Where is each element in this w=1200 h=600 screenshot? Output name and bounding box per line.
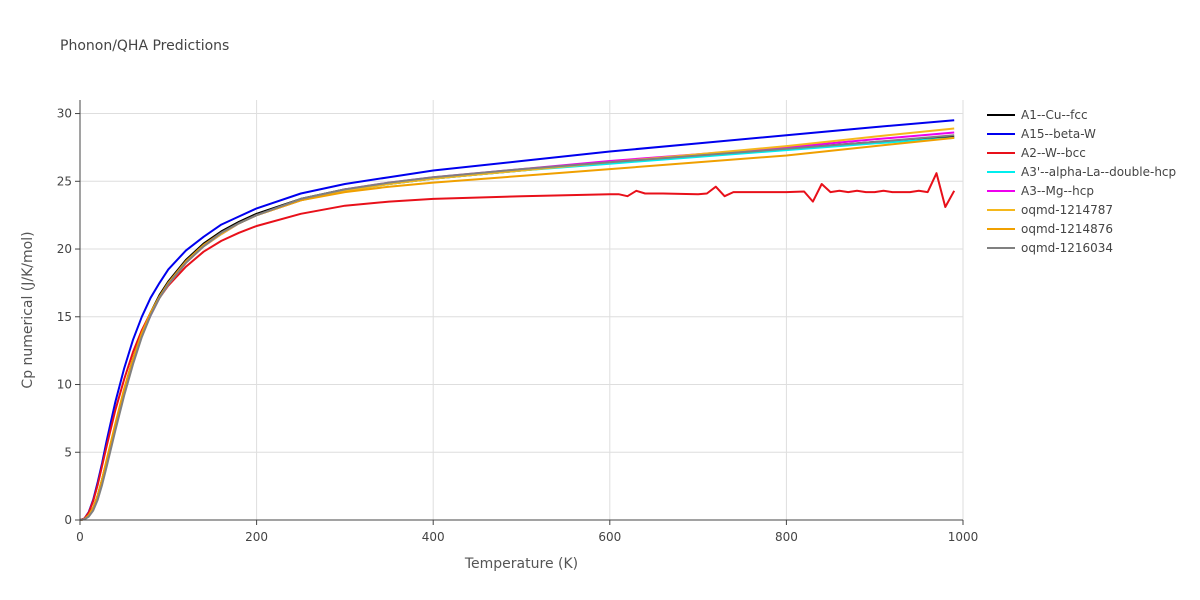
x-tick-label: 400 [422, 530, 445, 544]
legend-item[interactable]: A3--Mg--hcp [987, 184, 1094, 198]
legend-item[interactable]: A2--W--bcc [987, 146, 1086, 160]
legend-label: oqmd-1216034 [1021, 241, 1113, 255]
series-line[interactable] [79, 119, 955, 521]
legend-label: A1--Cu--fcc [1021, 108, 1088, 122]
legend-item[interactable]: oqmd-1214787 [987, 203, 1113, 217]
axes: 0 200 400 600 800 1000 0 5 10 15 20 25 30 [57, 100, 979, 544]
y-tick-label: 10 [57, 378, 72, 392]
series-line[interactable] [79, 136, 955, 521]
legend-label: A15--beta-W [1021, 127, 1096, 141]
series-line[interactable] [79, 131, 955, 521]
y-axis-title: Cp numerical (J/K/mol) [20, 231, 36, 388]
x-tick-label: 600 [598, 530, 621, 544]
y-tick-label: 25 [57, 174, 72, 188]
legend-label: oqmd-1214787 [1021, 203, 1113, 217]
x-tick-label: 800 [775, 530, 798, 544]
legend: A1--Cu--fcc A15--beta-W A2--W--bcc A3'--alp… [987, 108, 1176, 255]
legend-item[interactable]: oqmd-1214876 [987, 222, 1113, 236]
series-line[interactable] [79, 135, 955, 521]
x-tick-label: 0 [76, 530, 84, 544]
x-tick-label: 200 [245, 530, 268, 544]
x-tick-label: 1000 [948, 530, 979, 544]
y-tick-label: 20 [57, 242, 72, 256]
series-line[interactable] [79, 134, 955, 521]
legend-label: A2--W--bcc [1021, 146, 1086, 160]
legend-label: A3'--alpha-La--double-hcp [1021, 165, 1176, 179]
grid [80, 100, 964, 520]
chart-title: Phonon/QHA Predictions [60, 38, 229, 54]
y-tick-label: 15 [57, 310, 72, 324]
legend-label: oqmd-1214876 [1021, 222, 1113, 236]
legend-item[interactable]: A1--Cu--fcc [987, 108, 1088, 122]
y-tick-label: 0 [64, 513, 72, 527]
series-line[interactable] [79, 172, 956, 521]
plot-area[interactable] [79, 119, 956, 521]
y-tick-label: 5 [64, 445, 72, 459]
legend-item[interactable]: A3'--alpha-La--double-hcp [987, 165, 1176, 179]
legend-item[interactable]: A15--beta-W [987, 127, 1096, 141]
series-line[interactable] [79, 136, 955, 521]
legend-item[interactable]: oqmd-1216034 [987, 241, 1113, 255]
series-line[interactable] [79, 127, 955, 521]
legend-label: A3--Mg--hcp [1021, 184, 1094, 198]
y-tick-label: 30 [57, 107, 72, 121]
x-axis-title: Temperature (K) [464, 556, 578, 572]
